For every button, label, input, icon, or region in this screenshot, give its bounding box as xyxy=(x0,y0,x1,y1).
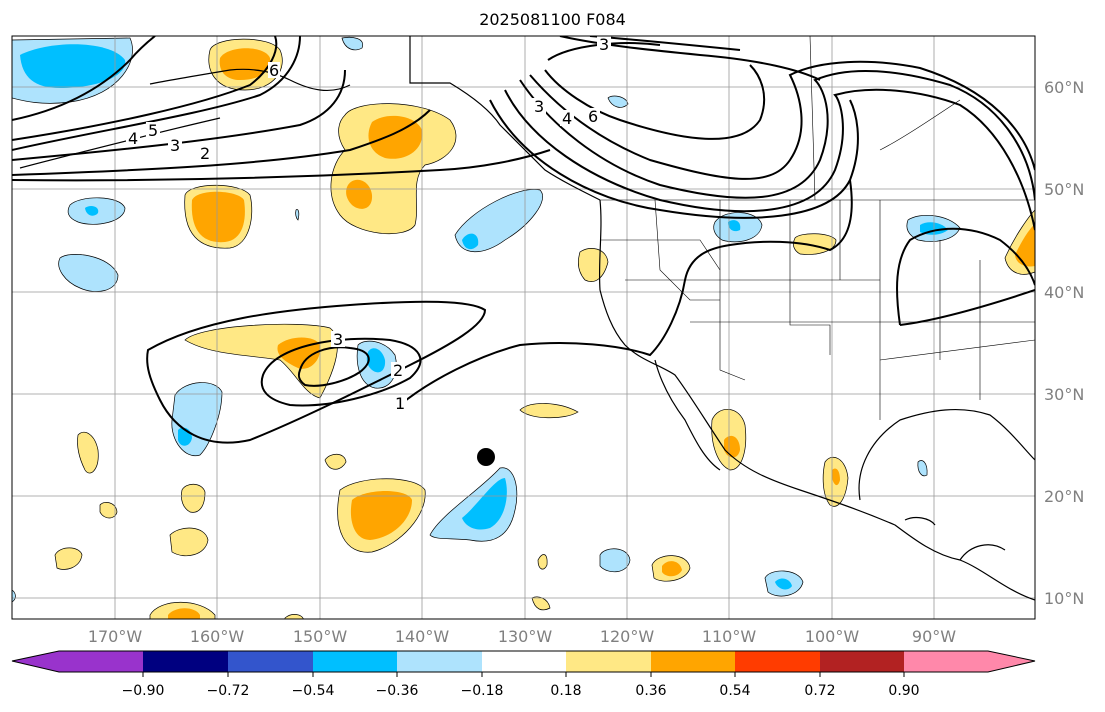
colorbar-segment xyxy=(651,651,735,672)
lon-label: 110°W xyxy=(702,627,757,646)
lon-label: 100°W xyxy=(805,627,860,646)
lat-label: 10°N xyxy=(1044,589,1084,608)
colorbar-segment xyxy=(228,651,313,672)
colorbar-segment xyxy=(143,651,228,672)
anomaly-positive-region xyxy=(531,596,551,611)
colorbar-tick-label: 0.72 xyxy=(804,683,835,699)
colorbar-tick-label: 0.18 xyxy=(550,683,581,699)
anomaly-positive-region xyxy=(77,431,99,474)
colorbar-segment xyxy=(566,651,651,672)
map-frame xyxy=(11,35,1036,620)
anomaly-positive-core xyxy=(191,191,245,243)
colorbar-tick-label: −0.54 xyxy=(292,683,335,699)
colorbar-segment xyxy=(904,651,1035,672)
colorbar-segment xyxy=(397,651,482,672)
contour-label: 3 xyxy=(333,330,343,349)
coastlines xyxy=(19,36,1035,601)
longitude-labels: 170°W 160°W 150°W 140°W 130°W 120°W 110°… xyxy=(88,627,956,646)
anomaly-positive-core xyxy=(219,48,271,80)
anomaly-negative-core xyxy=(462,233,479,250)
contour-lines xyxy=(12,36,1035,444)
colorbar-outline xyxy=(11,650,1036,673)
anomaly-negative-core xyxy=(728,220,741,232)
lon-label: 140°W xyxy=(395,627,450,646)
colorbar-tick-label: −0.72 xyxy=(207,683,250,699)
lon-label: 170°W xyxy=(88,627,143,646)
state-borders xyxy=(600,36,1035,420)
anomaly-negative-region xyxy=(295,209,300,221)
anomaly-positive-core xyxy=(350,491,412,540)
lon-label: 160°W xyxy=(190,627,245,646)
colorbar-segment xyxy=(735,651,820,672)
colorbar-tick-label: −0.90 xyxy=(122,683,165,699)
anomaly-negative-core xyxy=(462,478,507,530)
colorbar-tick-label: 0.54 xyxy=(719,683,750,699)
anomaly-positive-region xyxy=(537,554,548,570)
contour-label: 4 xyxy=(128,129,138,148)
colorbar: −0.90 −0.72 −0.54 −0.36 −0.18 0.18 0.36 … xyxy=(11,650,1036,699)
latitude-labels: 60°N 50°N 40°N 30°N 20°N 10°N xyxy=(1044,78,1084,608)
colorbar-tick-label: −0.18 xyxy=(461,683,504,699)
anomaly-negative-region xyxy=(341,36,364,51)
contour-label: 2 xyxy=(200,144,210,163)
anomaly-negative-region xyxy=(454,189,543,253)
anomaly-positive-region xyxy=(284,614,304,619)
contour-label: 5 xyxy=(148,121,158,140)
map-area: 6 5 4 3 2 3 4 6 3 3 2 1 xyxy=(12,35,1035,619)
colorbar-segment xyxy=(482,651,566,672)
anomaly-positive-core xyxy=(832,468,840,486)
anomaly-positive-region xyxy=(181,483,206,513)
graticule xyxy=(12,36,1035,619)
anomaly-negative-core xyxy=(20,44,126,88)
contour-label: 2 xyxy=(393,361,403,380)
contour-label: 1 xyxy=(395,394,405,413)
lon-label: 150°W xyxy=(293,627,348,646)
anomaly-positive-region xyxy=(324,453,347,470)
shading-layer xyxy=(12,36,1035,619)
anomaly-negative-region xyxy=(917,460,928,477)
lat-label: 60°N xyxy=(1044,78,1084,97)
anomaly-negative-core xyxy=(85,205,99,216)
anomaly-positive-core xyxy=(662,561,682,577)
colorbar-segment xyxy=(12,651,143,672)
anomaly-positive-region xyxy=(54,547,83,570)
contour-labels: 6 5 4 3 2 3 4 6 3 3 2 1 xyxy=(126,35,611,413)
anomaly-negative-core xyxy=(366,348,386,373)
anomaly-negative-region xyxy=(599,548,631,573)
colorbar-tick-label: 0.90 xyxy=(888,683,919,699)
contour-label: 4 xyxy=(562,109,572,128)
contour-label: 3 xyxy=(599,35,609,54)
anomaly-negative-region xyxy=(58,254,119,292)
lon-label: 90°W xyxy=(912,627,956,646)
anomaly-positive-region xyxy=(99,502,118,519)
colorbar-segment xyxy=(820,651,904,672)
anomaly-positive-region xyxy=(578,248,609,282)
anomaly-positive-region xyxy=(519,403,579,419)
contour-label: 3 xyxy=(534,97,544,116)
lat-label: 30°N xyxy=(1044,385,1084,404)
anomaly-negative-region xyxy=(607,95,629,108)
map-title: 2025081100 F084 xyxy=(479,10,626,29)
colorbar-segment xyxy=(313,651,397,672)
anomaly-positive-core xyxy=(1015,224,1035,267)
anomaly-positive-core xyxy=(168,608,200,619)
contour-label: 3 xyxy=(170,136,180,155)
location-marker xyxy=(477,448,495,466)
lat-label: 50°N xyxy=(1044,180,1084,199)
colorbar-tick-label: 0.36 xyxy=(635,683,666,699)
colorbar-tick-label: −0.36 xyxy=(376,683,419,699)
lon-label: 130°W xyxy=(498,627,553,646)
anomaly-negative-core xyxy=(775,578,792,590)
anomaly-positive-core xyxy=(346,179,373,209)
lat-label: 20°N xyxy=(1044,487,1084,506)
lat-label: 40°N xyxy=(1044,283,1084,302)
anomaly-positive-region xyxy=(169,527,209,557)
contour-label: 6 xyxy=(588,107,598,126)
contour-label: 6 xyxy=(269,61,279,80)
lon-label: 120°W xyxy=(600,627,655,646)
